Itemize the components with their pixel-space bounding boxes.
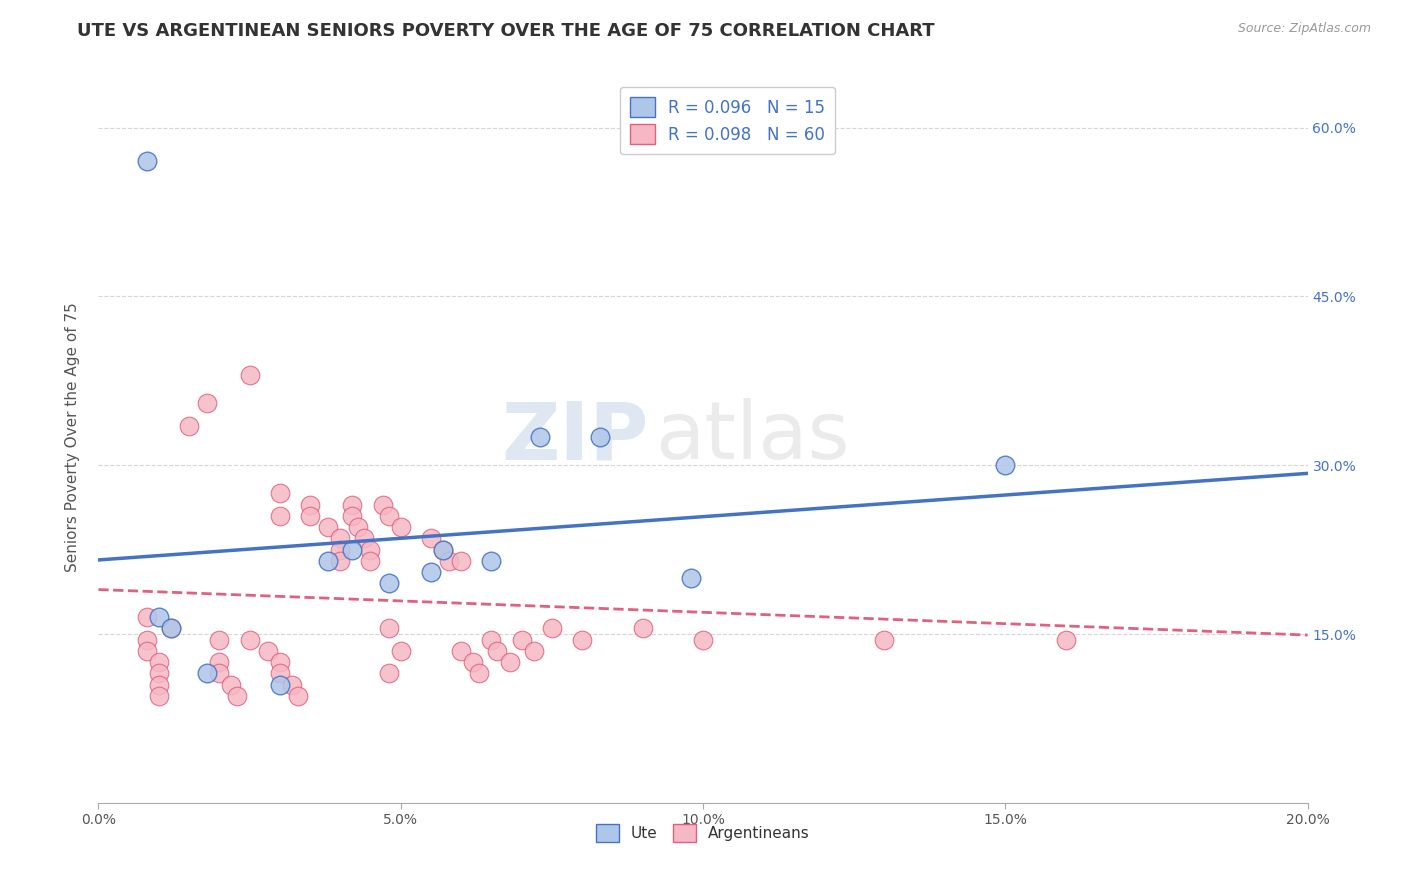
Point <box>148 655 170 669</box>
Point <box>269 508 291 523</box>
Point <box>468 666 491 681</box>
Point <box>360 542 382 557</box>
Point <box>510 632 533 647</box>
Point <box>329 554 352 568</box>
Point <box>432 542 454 557</box>
Point <box>195 396 218 410</box>
Point <box>316 520 339 534</box>
Text: Source: ZipAtlas.com: Source: ZipAtlas.com <box>1237 22 1371 36</box>
Point <box>148 666 170 681</box>
Point <box>135 644 157 658</box>
Point <box>377 666 399 681</box>
Point <box>432 542 454 557</box>
Point <box>486 644 509 658</box>
Point <box>389 644 412 658</box>
Point <box>269 655 291 669</box>
Point <box>239 632 262 647</box>
Point <box>1054 632 1077 647</box>
Point <box>281 678 304 692</box>
Legend: Ute, Argentineans: Ute, Argentineans <box>588 816 818 850</box>
Point <box>135 610 157 624</box>
Point <box>195 666 218 681</box>
Point <box>299 508 322 523</box>
Point <box>571 632 593 647</box>
Point <box>994 458 1017 473</box>
Point <box>342 508 364 523</box>
Point <box>420 565 443 579</box>
Point <box>316 554 339 568</box>
Point <box>389 520 412 534</box>
Point <box>450 644 472 658</box>
Point <box>208 666 231 681</box>
Point <box>523 644 546 658</box>
Point <box>287 689 309 703</box>
Point <box>353 532 375 546</box>
Point <box>589 430 612 444</box>
Point <box>377 576 399 591</box>
Point <box>679 571 702 585</box>
Point <box>269 678 291 692</box>
Point <box>208 655 231 669</box>
Point <box>148 610 170 624</box>
Point <box>692 632 714 647</box>
Text: ZIP: ZIP <box>502 398 648 476</box>
Point <box>179 418 201 433</box>
Point <box>529 430 551 444</box>
Point <box>329 542 352 557</box>
Point <box>226 689 249 703</box>
Point <box>299 498 322 512</box>
Y-axis label: Seniors Poverty Over the Age of 75: Seniors Poverty Over the Age of 75 <box>65 302 80 572</box>
Point <box>148 678 170 692</box>
Text: UTE VS ARGENTINEAN SENIORS POVERTY OVER THE AGE OF 75 CORRELATION CHART: UTE VS ARGENTINEAN SENIORS POVERTY OVER … <box>77 22 935 40</box>
Point <box>160 621 183 635</box>
Point <box>160 621 183 635</box>
Point <box>148 689 170 703</box>
Point <box>420 532 443 546</box>
Point <box>221 678 243 692</box>
Point <box>631 621 654 635</box>
Point <box>269 666 291 681</box>
Point <box>256 644 278 658</box>
Point <box>269 486 291 500</box>
Point <box>347 520 370 534</box>
Point <box>873 632 896 647</box>
Point <box>481 554 503 568</box>
Point <box>135 154 157 169</box>
Text: atlas: atlas <box>655 398 849 476</box>
Point <box>377 621 399 635</box>
Point <box>371 498 394 512</box>
Point <box>342 542 364 557</box>
Point <box>481 632 503 647</box>
Point <box>498 655 520 669</box>
Point <box>377 508 399 523</box>
Point <box>239 368 262 383</box>
Point <box>329 532 352 546</box>
Point <box>342 498 364 512</box>
Point <box>450 554 472 568</box>
Point <box>208 632 231 647</box>
Point <box>437 554 460 568</box>
Point <box>540 621 562 635</box>
Point <box>360 554 382 568</box>
Point <box>463 655 485 669</box>
Point <box>135 632 157 647</box>
